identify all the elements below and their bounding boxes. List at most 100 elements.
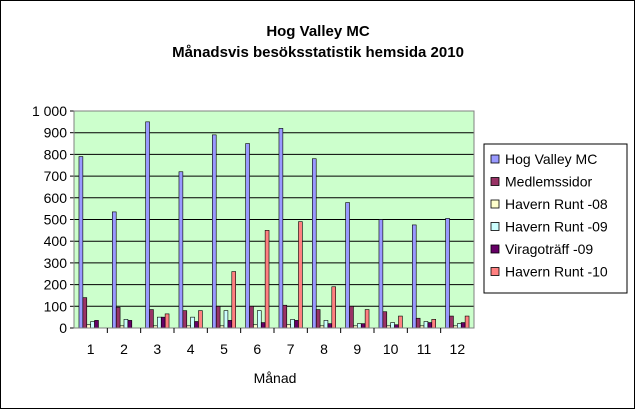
y-tick-label: 1 000 (32, 103, 67, 119)
bar (178, 171, 184, 329)
bar (245, 143, 250, 329)
legend-label: Havern Runt -10 (505, 264, 608, 280)
bar (357, 323, 362, 329)
y-tick-label: 200 (44, 277, 68, 293)
bar (445, 218, 450, 329)
bar (157, 316, 162, 329)
bar (327, 323, 333, 329)
bar (345, 202, 350, 329)
y-tick-label: 700 (44, 168, 68, 184)
bar (449, 315, 454, 329)
bar (360, 323, 366, 329)
bar (282, 304, 288, 329)
bar (227, 320, 233, 329)
bar (415, 317, 421, 329)
x-tick-label: 9 (353, 341, 361, 357)
legend-label: Havern Runt -09 (505, 219, 608, 235)
legend-swatch (490, 267, 500, 276)
x-tick-label: 6 (253, 341, 261, 357)
bar (460, 322, 466, 329)
bar (257, 310, 262, 329)
bar (123, 319, 129, 329)
legend-swatch (490, 199, 500, 209)
x-tick-label: 12 (450, 341, 466, 357)
bar (82, 297, 88, 329)
bar (278, 128, 284, 329)
bar (457, 323, 462, 329)
y-tick-label: 300 (44, 255, 68, 271)
x-tick-label: 5 (220, 341, 228, 357)
x-tick-label: 11 (417, 341, 432, 357)
legend-swatch (490, 177, 500, 186)
y-tick-label: 800 (44, 146, 68, 162)
bar (198, 310, 203, 329)
bar (182, 310, 188, 329)
bar (94, 320, 99, 329)
legend: Hog Valley MC Medlemssidor Havern Runt -08… (483, 143, 628, 294)
bar (164, 313, 170, 329)
bar (398, 315, 403, 329)
x-tick-label: 8 (320, 341, 328, 357)
bar (160, 316, 166, 329)
bar (423, 321, 429, 329)
y-tick-label: 500 (44, 212, 68, 228)
legend-label: Viragoträff -09 (505, 241, 593, 257)
x-tick-label: 1 (87, 341, 95, 357)
y-tick-label: 100 (44, 298, 68, 314)
bar (298, 221, 303, 329)
x-tick-label: 10 (383, 341, 399, 357)
bar (223, 310, 229, 329)
bar (331, 286, 336, 329)
bar (464, 315, 470, 329)
legend-swatch (490, 244, 500, 254)
legend-box (483, 143, 628, 294)
bar (145, 121, 150, 329)
bar (311, 158, 317, 329)
bar (190, 316, 195, 329)
bar (127, 320, 133, 329)
legend-label: Havern Runt -08 (505, 196, 608, 212)
bar (323, 320, 329, 329)
y-tick-label: 600 (44, 190, 68, 206)
bar (411, 224, 417, 329)
bar (364, 309, 370, 329)
y-tick-labels: 0 100 200 300 400 500 600 700 800 900 1 000 (32, 103, 67, 336)
axes (70, 110, 475, 333)
bar (264, 230, 270, 329)
bar (112, 211, 117, 329)
bar (427, 322, 433, 329)
bar (215, 305, 221, 329)
bar (249, 305, 254, 329)
x-axis-label: Månad (254, 370, 297, 386)
x-tick-label: 2 (120, 341, 128, 357)
bar (194, 321, 199, 329)
bar (315, 309, 321, 329)
chart-title: Hog Valley MC (266, 23, 370, 40)
bar (378, 219, 384, 329)
legend-label: Hog Valley MC (505, 151, 597, 167)
bar (382, 311, 388, 329)
legend-swatch (490, 154, 500, 164)
y-tick-label: 900 (44, 125, 68, 141)
legend-swatch (490, 222, 500, 231)
bar (78, 156, 84, 329)
bar (212, 134, 217, 329)
bar (294, 320, 299, 329)
bar (115, 307, 121, 329)
bar (149, 309, 154, 329)
bar (260, 322, 266, 329)
x-tick-label: 7 (287, 341, 295, 357)
bar (349, 305, 354, 329)
legend-label: Medlemssidor (505, 174, 592, 190)
chart-subtitle: Månadsvis besöksstatistik hemsida 2010 (172, 44, 464, 61)
x-tick-label: 4 (187, 341, 195, 357)
bar (90, 321, 95, 329)
bar (390, 322, 395, 329)
bar (431, 319, 436, 329)
x-tick-label: 3 (153, 341, 161, 357)
y-tick-label: 400 (44, 233, 68, 249)
y-tick-label: 0 (59, 320, 67, 336)
bar (290, 319, 295, 329)
